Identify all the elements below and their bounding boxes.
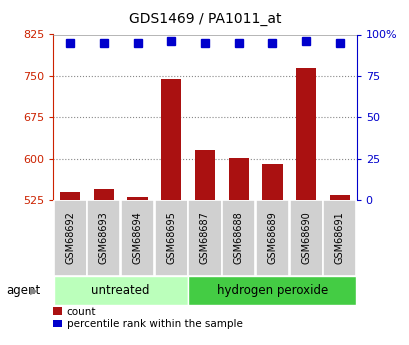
Text: GSM68689: GSM68689	[267, 212, 277, 264]
Text: GSM68693: GSM68693	[99, 212, 109, 264]
Text: GSM68688: GSM68688	[233, 212, 243, 264]
Bar	[161, 79, 181, 200]
Bar	[154, 200, 187, 276]
Bar	[121, 200, 154, 276]
Bar	[54, 200, 86, 276]
Text: GSM68690: GSM68690	[300, 212, 310, 264]
Text: hydrogen peroxide: hydrogen peroxide	[216, 284, 327, 297]
Text: ▶: ▶	[29, 286, 38, 296]
Bar	[188, 276, 355, 305]
Bar	[329, 195, 349, 200]
Bar	[228, 158, 248, 200]
Text: untreated: untreated	[91, 284, 150, 297]
Bar	[194, 150, 215, 200]
Bar	[94, 189, 114, 200]
Text: GDS1469 / PA1011_at: GDS1469 / PA1011_at	[128, 12, 281, 26]
Bar	[289, 200, 322, 276]
Text: GSM68691: GSM68691	[334, 212, 344, 264]
Text: GSM68695: GSM68695	[166, 211, 176, 265]
Bar	[222, 200, 255, 276]
Text: GSM68694: GSM68694	[132, 212, 142, 264]
Bar	[127, 197, 147, 200]
Bar	[54, 276, 187, 305]
Legend: count, percentile rank within the sample: count, percentile rank within the sample	[53, 307, 242, 329]
Bar	[255, 200, 288, 276]
Bar	[87, 200, 120, 276]
Text: GSM68692: GSM68692	[65, 211, 75, 265]
Text: agent: agent	[6, 284, 40, 297]
Text: GSM68687: GSM68687	[200, 211, 209, 265]
Bar	[295, 68, 315, 200]
Bar	[323, 200, 355, 276]
Bar	[60, 192, 80, 200]
Bar	[188, 200, 221, 276]
Bar	[262, 164, 282, 200]
